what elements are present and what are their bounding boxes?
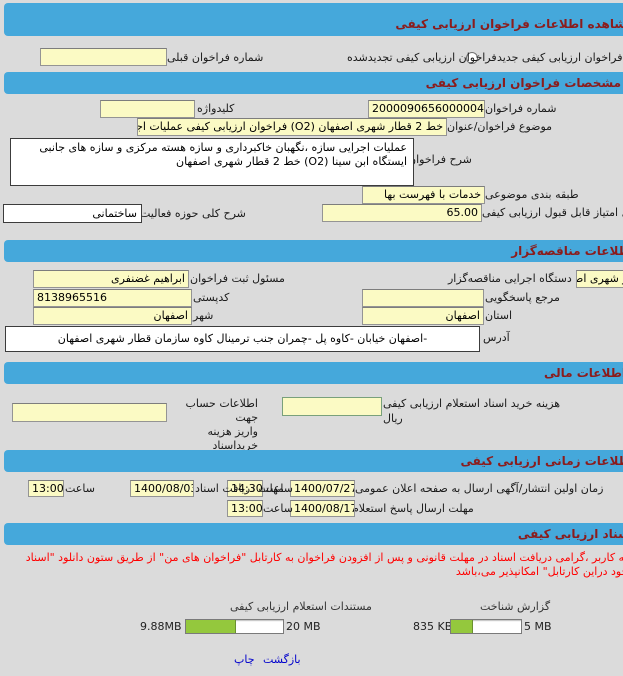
section-header-specs: مشخصات فراخوان ارزیابی کیفی [4, 72, 623, 94]
previous-call-number-input[interactable] [40, 48, 167, 66]
response-deadline-label: مهلت ارسال پاسخ استعلام [352, 502, 474, 515]
docs-deadline-hour-label: ساعت [65, 482, 95, 495]
keyword-field[interactable] [100, 100, 195, 118]
section-header-documents: اسناد ارزیابی کیفی [4, 523, 623, 545]
inquiry-docs-label: مستندات استعلام ارزیابی کیفی [230, 600, 372, 613]
publish-hour-label: ساعت [263, 482, 293, 495]
back-link[interactable]: بازگشت [263, 653, 301, 666]
description-label: شرح فراخوان [408, 153, 472, 166]
docs-deadline-time-field[interactable]: 13:00 [28, 480, 64, 497]
response-deadline-time-field[interactable]: 13:00 [227, 500, 263, 517]
publish-label: زمان اولین انتشار/آگهی ارسال به صفحه اعل… [355, 482, 604, 495]
call-number-label: شماره فراخوان [485, 102, 557, 115]
contact-ref-field[interactable] [362, 289, 484, 307]
category-field[interactable]: خدمات با فهرست بها [362, 186, 485, 204]
subject-field[interactable]: خط 2 قطار شهری اصفهان (O2) فراخوان ارزیا… [137, 118, 447, 136]
call-number-field[interactable]: 2000090656000004 [368, 100, 485, 118]
recognition-used-size: 835 KB [413, 620, 453, 633]
category-label: طبقه بندی موضوعی [485, 188, 579, 201]
publish-time-field[interactable]: 14:30 [227, 480, 263, 497]
recognition-max-size: 5 MB [524, 620, 552, 633]
documents-notice: توجه کاربر ،گرامی دریافت اسناد در مهلت ق… [25, 551, 623, 578]
description-textarea[interactable]: عملیات اجرایی سازه ،نگهبان خاکبرداری و س… [10, 138, 414, 186]
doc-fee-label: هزینه خرید اسناد استعلام ارزیابی کیفی [383, 397, 561, 410]
address-label: آدرس [483, 331, 510, 344]
account-info-field[interactable] [12, 403, 167, 422]
response-deadline-hour-label: ساعت [263, 502, 293, 515]
print-link[interactable]: چاپ [234, 653, 255, 666]
min-score-field[interactable]: 65.00 [322, 204, 482, 222]
address-box[interactable]: -اصفهان خیابان -کاوه پل -چمران جنب ترمین… [5, 326, 480, 352]
postal-code-field[interactable]: 8138965516 [33, 289, 192, 307]
keyword-label: کلیدواژه [197, 102, 235, 115]
inquiry-max-size: 20 MB [286, 620, 321, 633]
registrar-field[interactable]: ابراهیم غضنفری [33, 270, 189, 288]
recognition-report-label: گزارش شناخت [480, 600, 551, 613]
registrar-label: مسئول ثبت فراخوان [190, 272, 285, 285]
radio-renewed-call-label: فراخوان ارزیابی کیفی تجدیدشده [347, 51, 497, 64]
section-header-schedule: اطلاعات زمانی ارزیابی کیفی [4, 450, 623, 472]
activity-field[interactable]: ساختمانی [3, 204, 142, 223]
inquiry-used-size: 9.88MB [140, 620, 182, 633]
agency-label: نام دستگاه اجرایی مناقصه‌گزار [448, 272, 589, 285]
radio-renewed-call[interactable] [466, 52, 478, 64]
inquiry-progress-fill [186, 620, 237, 633]
min-score-label: حداقل امتیاز قابل قبول ارزیابی کیفی [482, 206, 623, 219]
activity-label: شرح کلی حوزه فعالیت [140, 207, 246, 220]
city-field[interactable]: اصفهان [33, 307, 192, 325]
subject-label: موضوع فراخوان/عنوان [447, 120, 553, 133]
section-header-financial: اطلاعات مالی [4, 362, 623, 384]
account-info-label: اطلاعات حساب جهت واریز هزینه خریداسناد [185, 397, 258, 452]
city-label: شهر [193, 309, 214, 322]
page-title-bar: مشاهده اطلاعات فراخوان ارزیابی کیفی [4, 3, 623, 36]
postal-code-label: کدپستی [193, 291, 230, 304]
recognition-progressbar [450, 619, 522, 634]
province-field[interactable]: اصفهان [362, 307, 484, 325]
doc-fee-unit-label: ریال [383, 412, 403, 425]
inquiry-progressbar [185, 619, 284, 634]
response-deadline-date-field[interactable]: 1400/08/17 [290, 500, 355, 517]
docs-deadline-label: مهلت دریافت اسناد [195, 482, 284, 495]
page-title: مشاهده اطلاعات فراخوان ارزیابی کیفی [395, 17, 623, 31]
recognition-progress-fill [451, 620, 473, 633]
publish-date-field[interactable]: 1400/07/27 [290, 480, 355, 497]
agency-field[interactable]: سازمان قطار شهری اصفهان [576, 270, 623, 288]
section-header-tenderer: اطلاعات مناقصه‌گزار [4, 240, 623, 262]
radio-new-call-label: فراخوان ارزیابی کیفی جدید [497, 51, 623, 64]
previous-call-number-label: شماره فراخوان قبلی [167, 51, 264, 64]
doc-fee-field[interactable] [282, 397, 382, 416]
docs-deadline-date-field[interactable]: 1400/08/03 [130, 480, 194, 497]
province-label: استان [485, 309, 513, 322]
contact-ref-label: مرجع پاسخگویی [485, 291, 560, 304]
